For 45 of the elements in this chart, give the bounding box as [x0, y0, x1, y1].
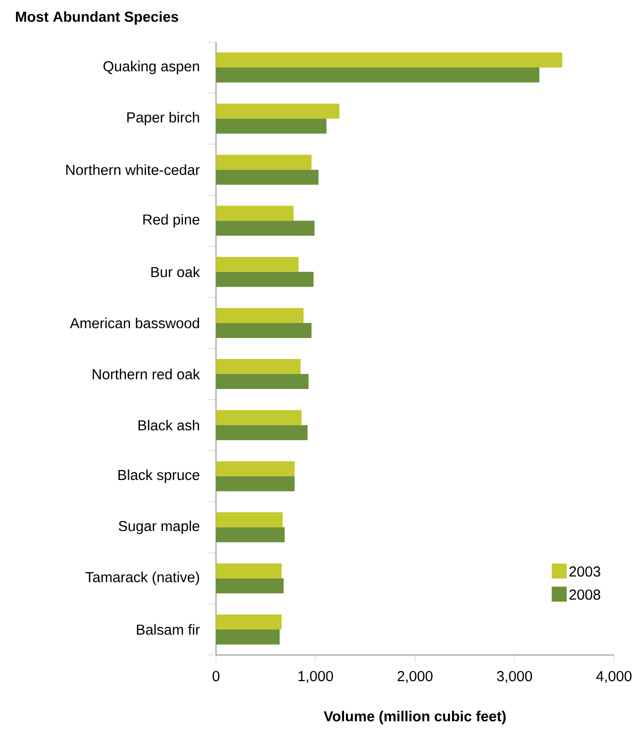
bar [216, 629, 280, 644]
bar [216, 425, 308, 440]
bar [216, 104, 340, 119]
bar [216, 118, 326, 134]
x-tick-label: 2,000 [398, 671, 433, 683]
bar [216, 308, 304, 323]
y-tick-label: American basswood [70, 318, 200, 328]
bar [216, 410, 302, 426]
bar [216, 170, 318, 185]
bar [216, 68, 540, 83]
y-tick-label: Sugar maple [118, 520, 200, 534]
bar [216, 359, 301, 374]
bar [216, 256, 299, 272]
bar [216, 476, 295, 492]
bar [216, 52, 562, 68]
bar [216, 461, 295, 476]
bar [216, 512, 283, 528]
y-tick-label: Tamarack (native) [86, 572, 200, 586]
legend-label: 2003 [569, 566, 600, 577]
x-tick-label: 0 [212, 671, 220, 682]
y-tick-label: Paper birch [127, 112, 200, 126]
y-tick-label: Quaking aspen [103, 60, 200, 74]
bar [216, 563, 282, 578]
bar [216, 527, 285, 542]
y-tick-label: Northern white-cedar [66, 164, 200, 176]
legend-label: 2008 [569, 590, 600, 600]
x-tick-label: 3,000 [496, 671, 532, 683]
bar [216, 272, 314, 287]
y-tick-label: Black ash [138, 420, 200, 430]
y-tick-label: Red pine [143, 214, 200, 228]
x-tick-label: 1,000 [298, 671, 334, 683]
bar [216, 206, 294, 221]
bar [216, 322, 312, 338]
y-tick-label: Northern red oak [92, 368, 200, 380]
bar [216, 614, 282, 630]
y-tick-label: Balsam fir [136, 624, 200, 635]
y-tick-label: Bur oak [151, 266, 200, 278]
x-tick-label: 4,000 [596, 671, 632, 683]
bar [216, 220, 315, 236]
bar [216, 374, 309, 390]
y-tick-label: Black spruce [118, 469, 200, 483]
x-axis-title: Volume (million cubic feet) [324, 710, 506, 724]
text: Most Abundant Species [16, 11, 178, 25]
bar [216, 154, 312, 170]
bar [216, 578, 284, 594]
